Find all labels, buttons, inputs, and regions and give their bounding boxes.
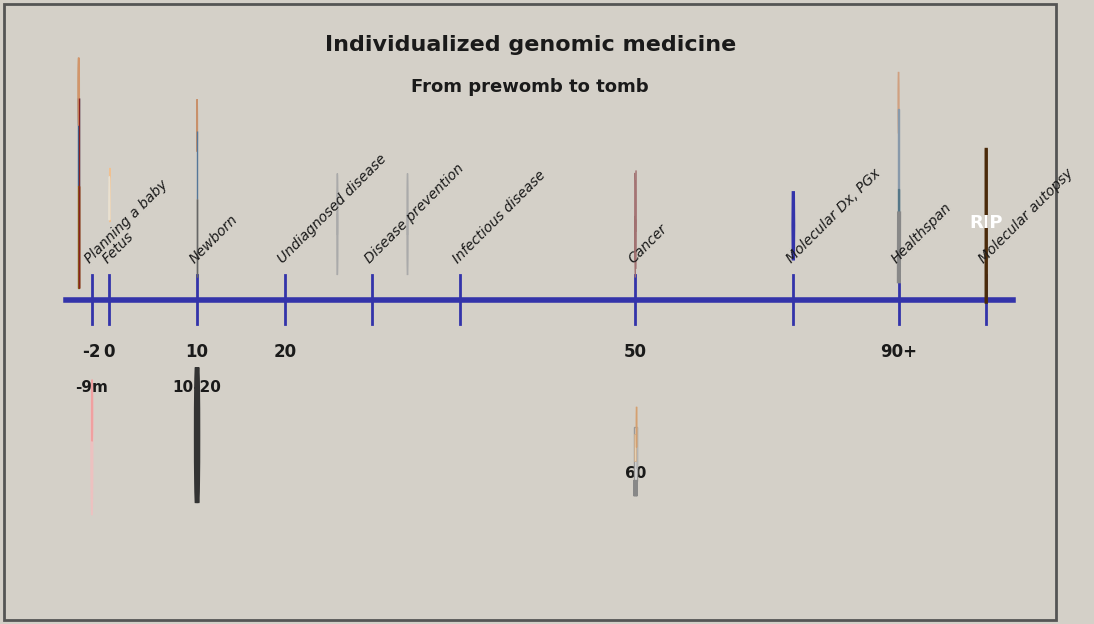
Text: -9m: -9m [75,380,108,395]
Text: RIP: RIP [969,214,1003,232]
Text: 10: 10 [186,343,209,361]
Text: 10-20: 10-20 [173,380,221,395]
Text: Disease prevention: Disease prevention [362,161,467,266]
Text: 20: 20 [274,343,296,361]
Bar [633,427,637,481]
Text: Fetus: Fetus [100,229,137,266]
Text: Molecular autopsy: Molecular autopsy [976,166,1076,266]
Bar [4,4,1057,620]
Text: Undiagnosed disease: Undiagnosed disease [275,152,389,266]
Text: Cancer: Cancer [626,222,670,266]
Text: Healthspan: Healthspan [888,200,954,266]
FancyBboxPatch shape [986,149,987,303]
Text: From prewomb to tomb: From prewomb to tomb [411,78,649,96]
Wedge shape [108,177,110,220]
Text: Newborn: Newborn [187,212,241,266]
Text: -2: -2 [83,343,101,361]
Text: Planning a baby: Planning a baby [82,177,171,266]
Text: 90+: 90+ [880,343,917,361]
Text: Molecular Dx, PGx: Molecular Dx, PGx [783,167,883,266]
Text: 0: 0 [104,343,115,361]
Circle shape [635,180,636,259]
Text: 50: 50 [624,343,647,361]
Circle shape [91,380,93,515]
Text: 60: 60 [625,466,647,481]
Text: Infectious disease: Infectious disease [451,168,548,266]
Text: Individualized genomic medicine: Individualized genomic medicine [325,35,736,55]
Bar [635,434,637,461]
